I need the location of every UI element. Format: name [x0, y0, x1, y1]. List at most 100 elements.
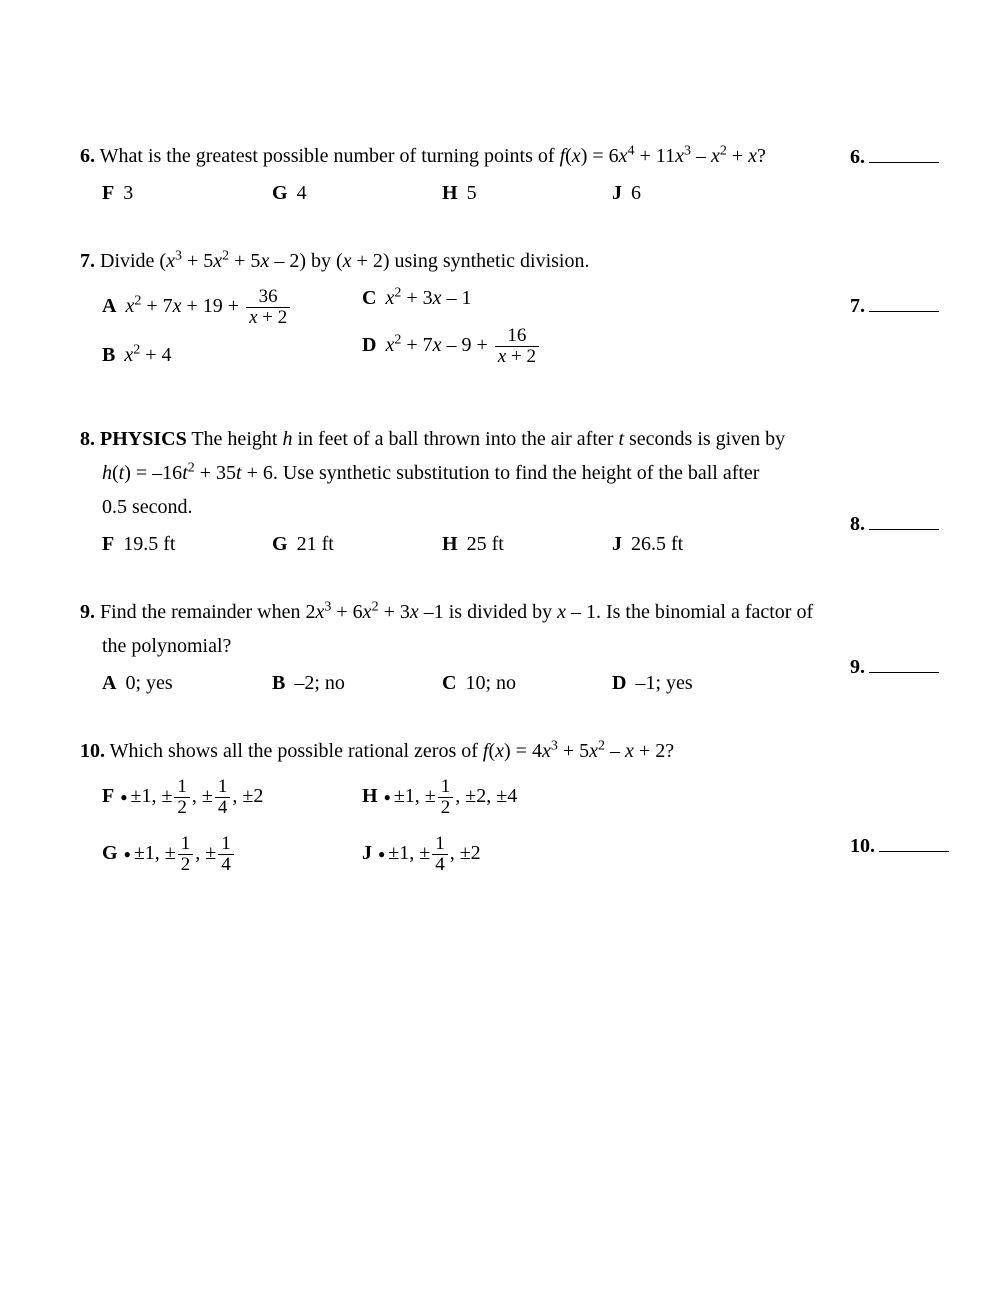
answer-label: 9. — [850, 656, 865, 678]
question-prompt-line: h(t) = –16t2 + 35t + 6. Use synthetic su… — [102, 457, 850, 489]
answer-blank: 10. — [850, 735, 970, 858]
options-grid: F●±1, ±12, ±14, ±2G●±1, ±12, ±14H●±1, ±1… — [102, 777, 850, 891]
option-text: 4 — [297, 182, 307, 204]
option: J 26.5 ft — [612, 533, 782, 556]
option-letter: F — [102, 785, 114, 807]
question-row: 10. Which shows all the possible rationa… — [80, 735, 970, 891]
question-number: 8. — [80, 428, 95, 450]
option: A x2 + 7x + 19 + 36x + 2 — [102, 287, 362, 328]
options-row: F 3G 4H 5J 6 — [102, 182, 850, 205]
option-letter: G — [272, 182, 288, 204]
option-text: 19.5 ft — [123, 533, 175, 555]
question-prompt: 6. What is the greatest possible number … — [80, 140, 850, 172]
answer-blank: 7. — [850, 245, 970, 318]
option-letter: B — [272, 672, 285, 694]
question-prompt: 8. PHYSICS The height h in feet of a bal… — [80, 423, 850, 455]
option-text: x2 + 3x – 1 — [385, 287, 471, 309]
option: G 4 — [272, 182, 442, 205]
blank-line[interactable] — [879, 851, 949, 852]
question-number: 10. — [80, 740, 105, 762]
question-prompt-line: 0.5 second. — [102, 491, 850, 523]
option-letter: J — [612, 182, 622, 204]
option-letter: B — [102, 344, 115, 366]
options-col: C x2 + 3x – 1 D x2 + 7x – 9 + 16x + 2 — [362, 287, 622, 383]
option-letter: D — [362, 334, 376, 356]
option-letter: J — [362, 842, 372, 864]
option-text: –2; no — [294, 672, 345, 694]
option-text: 3 — [123, 182, 133, 204]
question-prompt: 9. Find the remainder when 2x3 + 6x2 + 3… — [80, 596, 850, 628]
question-row: 9. Find the remainder when 2x3 + 6x2 + 3… — [80, 596, 970, 695]
option-text: 0; yes — [125, 672, 172, 694]
option: D –1; yes — [612, 672, 782, 695]
answer-label: 10. — [850, 835, 875, 857]
question-row: 8. PHYSICS The height h in feet of a bal… — [80, 423, 970, 556]
option-text: –1; yes — [635, 672, 692, 694]
option-letter: D — [612, 672, 626, 694]
option: G●±1, ±12, ±14 — [102, 834, 362, 875]
option-letter: C — [442, 672, 456, 694]
option: F 19.5 ft — [102, 533, 272, 556]
blank-line[interactable] — [869, 311, 939, 312]
options-row: F 19.5 ftG 21 ftH 25 ftJ 26.5 ft — [102, 533, 850, 556]
option: D x2 + 7x – 9 + 16x + 2 — [362, 326, 622, 367]
option: F●±1, ±12, ±14, ±2 — [102, 777, 362, 818]
option: A 0; yes — [102, 672, 272, 695]
options-col: A x2 + 7x + 19 + 36x + 2 B x2 + 4 — [102, 287, 362, 383]
question-prompt-line: the polynomial? — [102, 630, 850, 662]
question-row: 7. Divide (x3 + 5x2 + 5x – 2) by (x + 2)… — [80, 245, 970, 383]
option-text: x2 + 4 — [124, 344, 171, 366]
bullet-icon: ● — [384, 790, 391, 804]
option-letter: H — [442, 182, 458, 204]
question-row: 6. What is the greatest possible number … — [80, 140, 970, 205]
worksheet-page: 6. What is the greatest possible number … — [0, 0, 1000, 1291]
option: B –2; no — [272, 672, 442, 695]
blank-line[interactable] — [869, 162, 939, 163]
answer-blank: 8. — [850, 423, 970, 536]
options-col: F●±1, ±12, ±14, ±2G●±1, ±12, ±14 — [102, 777, 362, 891]
option: J ●±1, ±14, ±2 — [362, 834, 622, 875]
bullet-icon: ● — [378, 847, 385, 861]
question-prompt: 7. Divide (x3 + 5x2 + 5x – 2) by (x + 2)… — [80, 245, 850, 277]
option-letter: G — [102, 842, 118, 864]
option: B x2 + 4 — [102, 344, 362, 367]
option-text: ±1, ±12, ±14 — [134, 842, 236, 864]
option-text: 10; no — [465, 672, 516, 694]
option-text: ±1, ±14, ±2 — [388, 842, 480, 864]
option-text: 25 ft — [467, 533, 504, 555]
option-text: x2 + 7x – 9 + 16x + 2 — [385, 334, 541, 356]
option: C 10; no — [442, 672, 612, 695]
options-grid: A x2 + 7x + 19 + 36x + 2B x2 + 4C x2 + 3… — [102, 287, 850, 383]
option: H 25 ft — [442, 533, 612, 556]
question-body: 6. What is the greatest possible number … — [80, 140, 850, 205]
option-letter: A — [102, 672, 116, 694]
option-text: 6 — [631, 182, 641, 204]
option-letter: G — [272, 533, 288, 555]
question-body: 10. Which shows all the possible rationa… — [80, 735, 850, 891]
answer-label: 7. — [850, 295, 865, 317]
bullet-icon: ● — [120, 790, 127, 804]
question-number: 7. — [80, 250, 95, 272]
question-prompt: 10. Which shows all the possible rationa… — [80, 735, 850, 767]
blank-line[interactable] — [869, 672, 939, 673]
option: J 6 — [612, 182, 782, 205]
options-row: A 0; yesB –2; noC 10; noD –1; yes — [102, 672, 850, 695]
question-number: 6. — [80, 145, 95, 167]
option-letter: F — [102, 533, 114, 555]
question-number: 9. — [80, 601, 95, 623]
option: H 5 — [442, 182, 612, 205]
option: G 21 ft — [272, 533, 442, 556]
question-body: 7. Divide (x3 + 5x2 + 5x – 2) by (x + 2)… — [80, 245, 850, 383]
answer-blank: 9. — [850, 596, 970, 679]
blank-line[interactable] — [869, 529, 939, 530]
answer-blank: 6. — [850, 140, 970, 169]
question-body: 8. PHYSICS The height h in feet of a bal… — [80, 423, 850, 556]
option-letter: C — [362, 287, 376, 309]
option-text: 5 — [467, 182, 477, 204]
option-letter: H — [442, 533, 458, 555]
option-letter: J — [612, 533, 622, 555]
option: C x2 + 3x – 1 — [362, 287, 622, 310]
question-body: 9. Find the remainder when 2x3 + 6x2 + 3… — [80, 596, 850, 695]
options-col: H●±1, ±12, ±2, ±4J●±1, ±14, ±2 — [362, 777, 622, 891]
option: H●±1, ±12, ±2, ±4 — [362, 777, 622, 818]
